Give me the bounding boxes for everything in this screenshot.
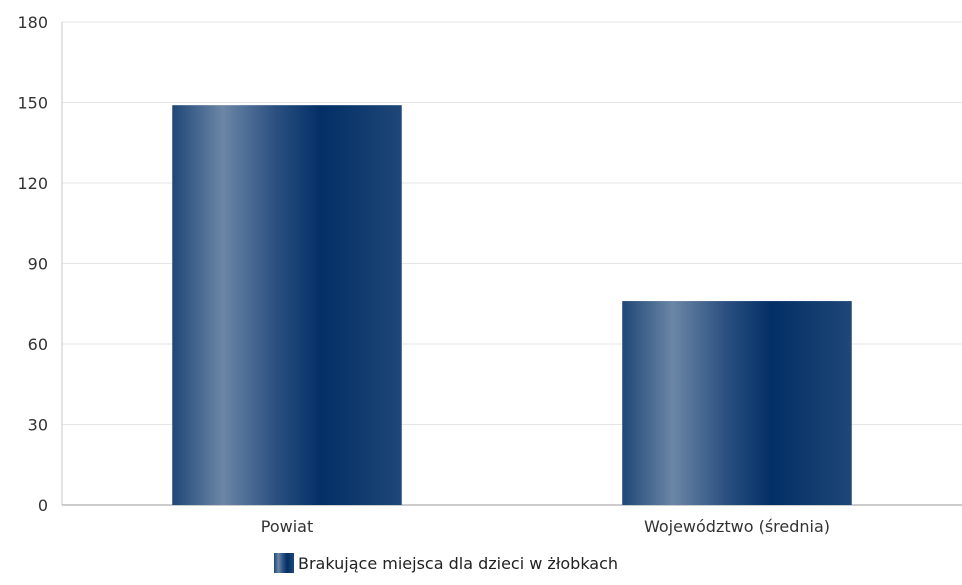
y-tick-label: 120 (17, 174, 48, 193)
legend: Brakujące miejsca dla dzieci w żłobkach (274, 553, 618, 573)
y-tick-label: 150 (17, 94, 48, 113)
y-tick-label: 0 (38, 496, 48, 515)
legend-swatch (274, 553, 294, 573)
y-tick-label: 30 (28, 416, 48, 435)
bar-1 (172, 105, 402, 505)
y-tick-label: 90 (28, 255, 48, 274)
x-tick-label: Województwo (średnia) (644, 517, 830, 536)
y-tick-label: 60 (28, 335, 48, 354)
y-axis-ticks: 0 30 60 90 120 150 180 (17, 13, 48, 515)
x-tick-label: Powiat (261, 517, 313, 536)
legend-label: Brakujące miejsca dla dzieci w żłobkach (298, 554, 618, 573)
bars (172, 105, 852, 505)
x-axis-ticks: Powiat Województwo (średnia) (261, 517, 830, 536)
bar-2 (622, 301, 852, 505)
y-tick-label: 180 (17, 13, 48, 32)
